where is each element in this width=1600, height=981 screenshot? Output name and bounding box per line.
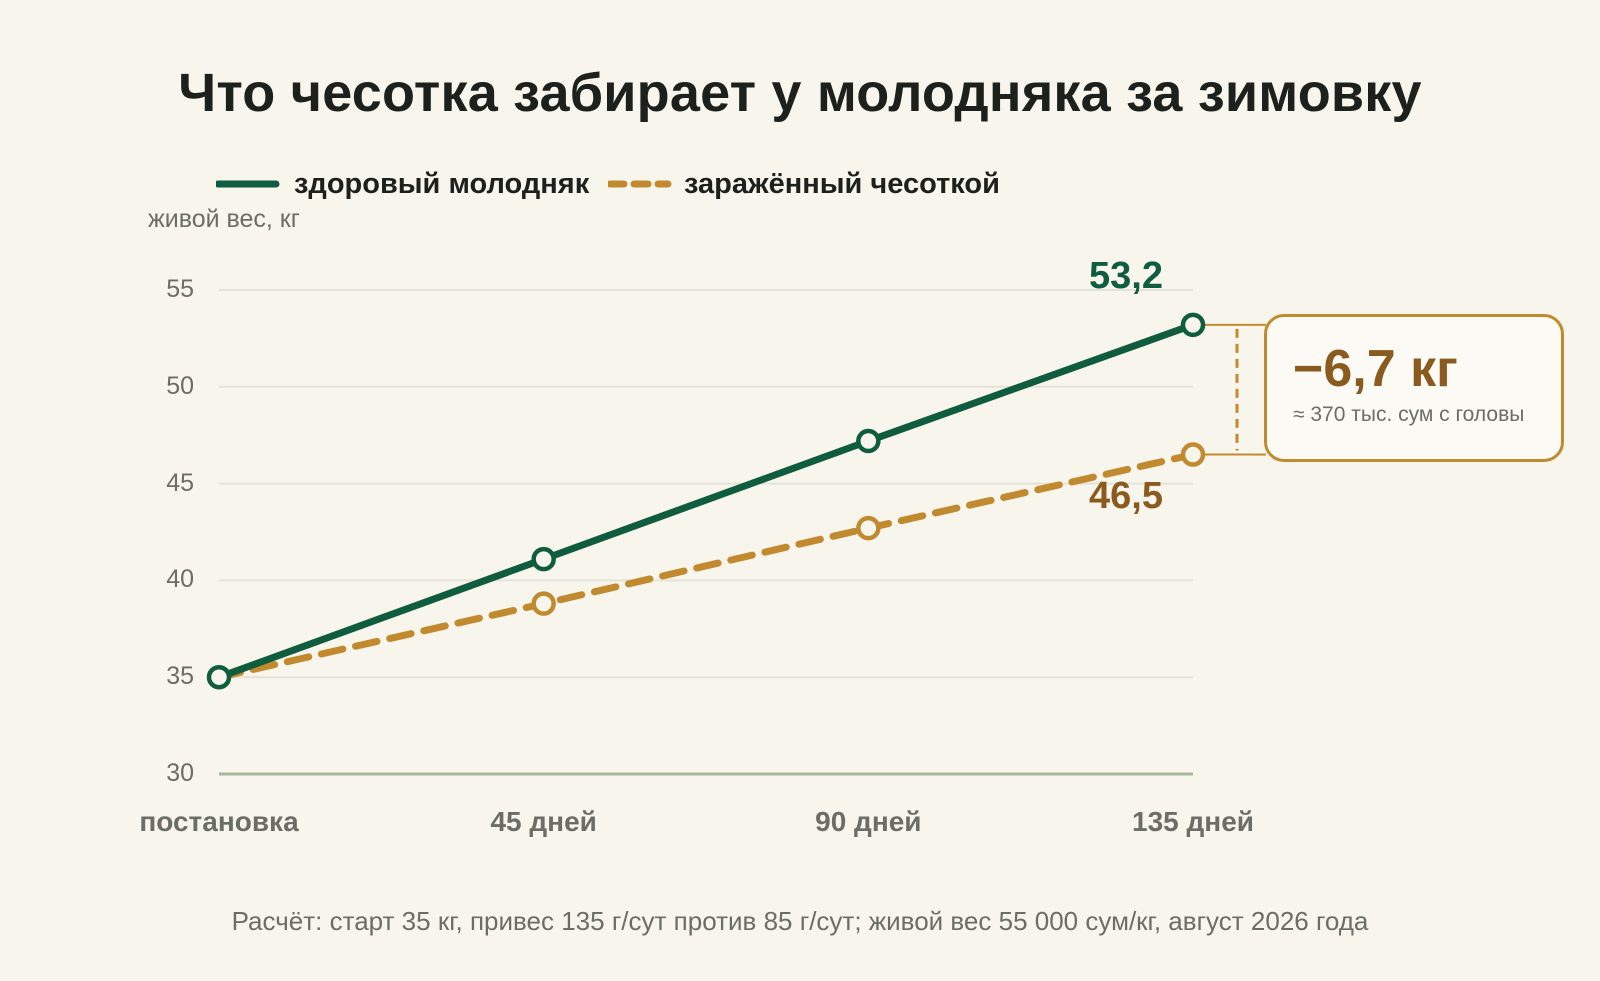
point-infected-1 bbox=[531, 591, 556, 616]
difference-value: −6,7 кг bbox=[1293, 340, 1458, 398]
series-line-infected bbox=[215, 451, 1197, 681]
legend-swatch-infected bbox=[608, 180, 672, 188]
chart-title: Что чесотка забирает у молодняка за зимо… bbox=[178, 63, 1422, 123]
end-label-healthy: 53,2 bbox=[1089, 254, 1163, 297]
legend-label-infected: заражённый чесоткой bbox=[684, 168, 1000, 200]
series-line-healthy bbox=[215, 321, 1197, 681]
point-healthy-3 bbox=[1180, 312, 1206, 338]
y-tick-35: 35 bbox=[166, 662, 194, 691]
y-tick-50: 50 bbox=[166, 371, 194, 400]
difference-note: ≈ 370 тыс. сум с головы bbox=[1293, 403, 1525, 426]
legend-swatch-healthy bbox=[216, 180, 280, 188]
y-tick-40: 40 bbox=[166, 565, 194, 594]
x-tick-3: 135 дней bbox=[1132, 806, 1254, 837]
y-tick-55: 55 bbox=[166, 275, 194, 303]
point-healthy-0 bbox=[206, 664, 232, 690]
point-healthy-1 bbox=[531, 546, 556, 572]
difference-bracket bbox=[1203, 323, 1266, 456]
series-lines bbox=[215, 321, 1197, 681]
x-tick-2: 90 дней bbox=[815, 806, 922, 837]
x-tick-1: 45 дней bbox=[490, 806, 597, 837]
x-tick-0: постановка bbox=[139, 806, 299, 837]
footnote: Расчёт: старт 35 кг, привес 135 г/сут пр… bbox=[231, 906, 1369, 936]
legend-label-healthy: здоровый молодняк bbox=[294, 168, 590, 200]
point-infected-3 bbox=[1180, 442, 1206, 467]
y-axis-label: живой вес, кг bbox=[148, 205, 300, 233]
end-label-infected: 46,5 bbox=[1089, 474, 1163, 517]
difference-callout: −6,7 кг ≈ 370 тыс. сум с головы bbox=[1264, 314, 1564, 462]
y-tick-45: 45 bbox=[166, 468, 194, 497]
data-points bbox=[206, 312, 1206, 690]
point-infected-2 bbox=[856, 515, 881, 541]
point-healthy-2 bbox=[856, 428, 881, 454]
gridlines bbox=[219, 289, 1193, 776]
y-tick-30: 30 bbox=[166, 759, 194, 787]
